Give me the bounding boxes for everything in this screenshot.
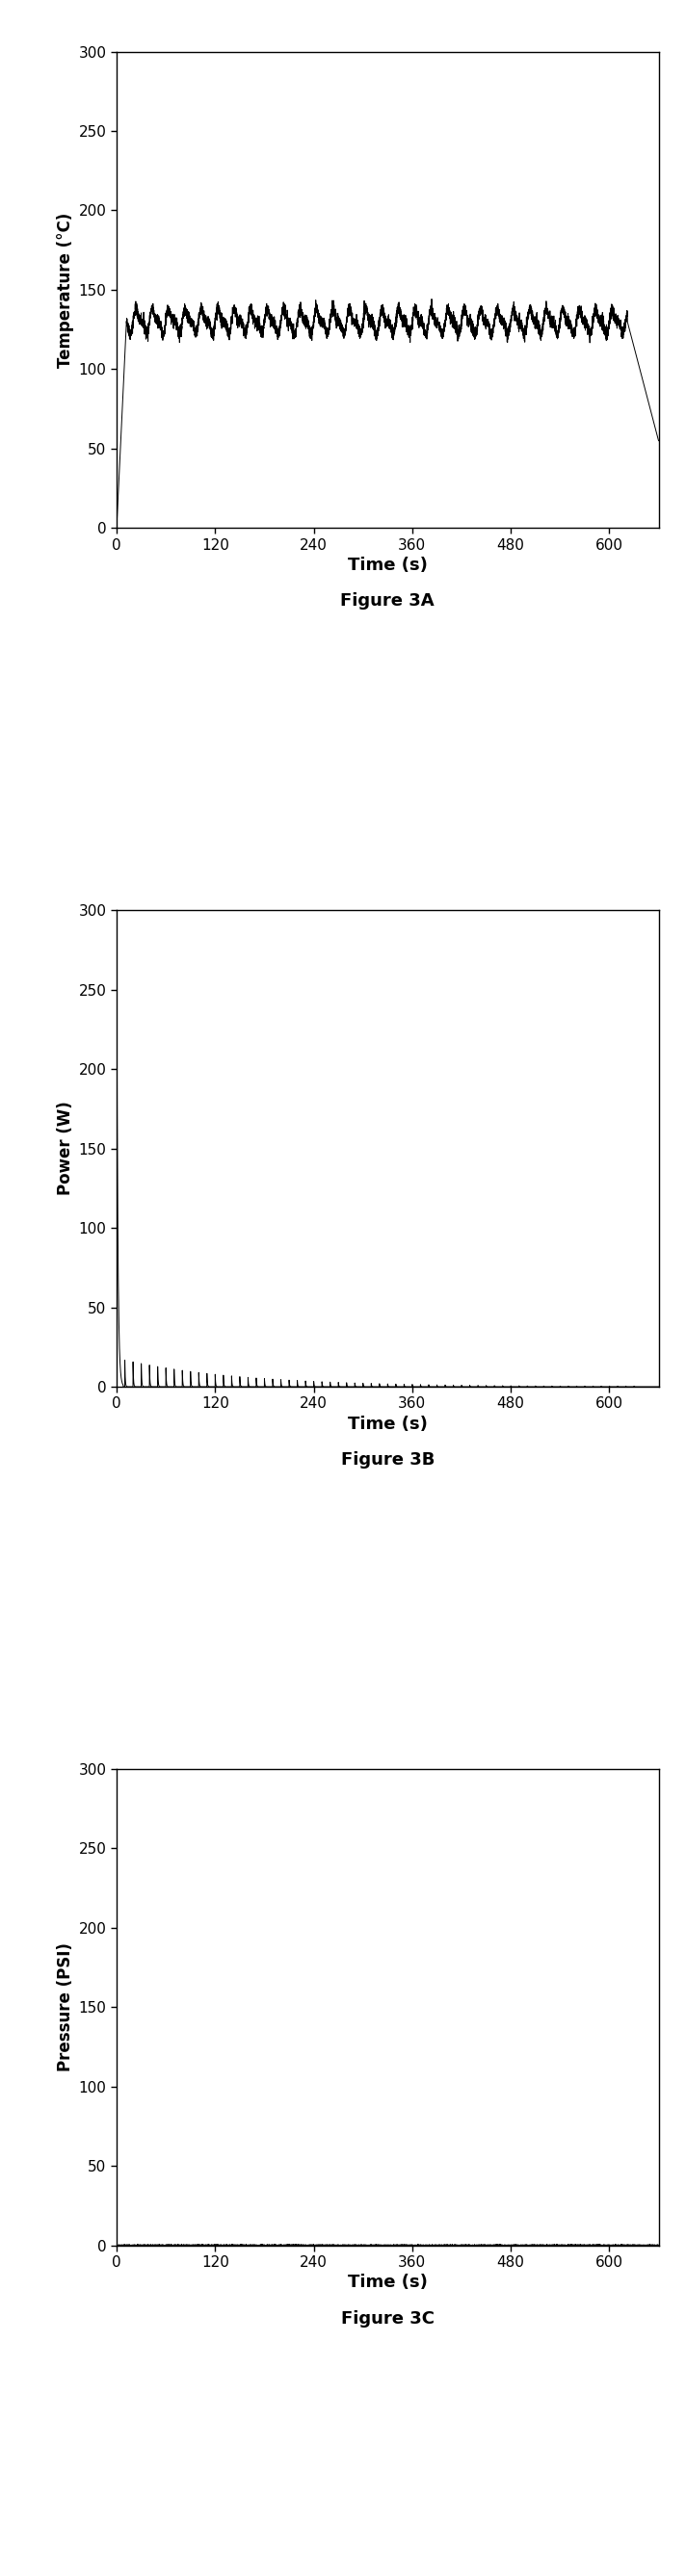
X-axis label: Time (s): Time (s) <box>348 2275 427 2290</box>
X-axis label: Time (s): Time (s) <box>348 556 427 574</box>
Y-axis label: Pressure (PSI): Pressure (PSI) <box>58 1942 75 2071</box>
Y-axis label: Power (W): Power (W) <box>58 1103 75 1195</box>
Text: Figure 3C: Figure 3C <box>341 2311 434 2326</box>
Text: Figure 3B: Figure 3B <box>341 1450 434 1468</box>
X-axis label: Time (s): Time (s) <box>348 1414 427 1432</box>
Y-axis label: Temperature (°C): Temperature (°C) <box>58 211 75 368</box>
Text: Figure 3A: Figure 3A <box>340 592 435 611</box>
